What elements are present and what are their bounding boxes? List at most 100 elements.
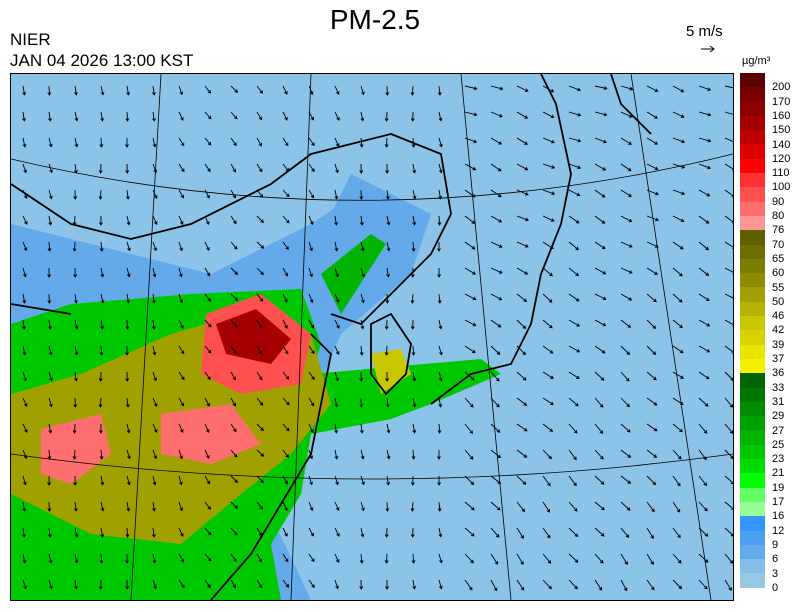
wind-arrow xyxy=(100,527,105,538)
wind-arrow xyxy=(437,215,442,226)
wind-arrow xyxy=(100,501,105,512)
wind-arrow xyxy=(360,319,365,330)
wind-arrow xyxy=(334,345,340,356)
wind-arrow xyxy=(410,527,415,538)
wind-arrow xyxy=(282,241,289,251)
wind-arrow xyxy=(516,501,525,513)
wind-arrow xyxy=(724,293,733,300)
wind-arrow xyxy=(698,475,707,487)
wind-arrow xyxy=(464,501,475,511)
wind-arrow xyxy=(490,449,502,459)
legend-bin xyxy=(740,173,765,188)
legend-label: 90 xyxy=(772,195,785,208)
wind-arrow xyxy=(178,85,184,96)
wind-arrow xyxy=(386,267,390,278)
wind-arrow xyxy=(230,553,237,563)
wind-arrow xyxy=(464,527,475,537)
wind-arrow xyxy=(230,189,236,199)
wind-arrow xyxy=(334,241,339,252)
wind-arrow xyxy=(152,267,157,278)
wind-arrow xyxy=(74,111,79,122)
wind-arrow xyxy=(152,293,156,304)
wind-arrow xyxy=(646,85,659,93)
wind-arrow xyxy=(724,319,733,327)
wind-arrow xyxy=(22,85,27,96)
wind-arrow xyxy=(334,475,339,486)
wind-arrow xyxy=(152,215,158,226)
wind-arrow xyxy=(542,215,555,222)
wind-arrow xyxy=(308,501,314,512)
wind-arrow xyxy=(490,163,502,172)
wind-arrow xyxy=(178,267,183,278)
wind-arrow xyxy=(568,163,582,170)
legend-label: 36 xyxy=(772,367,785,380)
wind-arrow xyxy=(73,397,78,408)
wind-arrow xyxy=(411,345,416,356)
wind-arrow xyxy=(204,215,210,225)
wind-arrow xyxy=(724,423,733,434)
color-legend xyxy=(740,73,765,588)
wind-arrow xyxy=(438,579,443,590)
wind-arrow xyxy=(204,527,212,536)
wind-arrow xyxy=(620,189,632,197)
wind-arrow xyxy=(464,267,477,275)
wind-arrow xyxy=(516,371,527,381)
wind-arrow xyxy=(464,241,476,250)
wind-arrow xyxy=(568,527,579,537)
wind-arrow xyxy=(308,319,314,329)
wind-arrow xyxy=(386,475,391,486)
wind-arrow xyxy=(490,501,501,511)
wind-arrow xyxy=(724,345,733,354)
wind-arrow xyxy=(385,501,390,512)
wind-arrow xyxy=(204,163,211,173)
wind-arrow xyxy=(672,241,684,250)
wind-arrow xyxy=(620,293,633,301)
wind-arrow xyxy=(178,111,184,121)
wind-arrow xyxy=(100,267,105,278)
wind-arrow xyxy=(542,423,554,432)
wind-arrow xyxy=(99,553,104,564)
wind-arrow xyxy=(646,163,659,171)
wind-arrow xyxy=(620,397,630,408)
legend-label: 100 xyxy=(772,181,791,194)
wind-arrow xyxy=(594,241,606,250)
legend-bin xyxy=(740,144,765,159)
wind-arrow xyxy=(490,527,500,538)
wind-arrow xyxy=(152,449,158,460)
wind-arrow xyxy=(48,215,53,226)
wind-arrow xyxy=(516,423,528,432)
wind-arrow xyxy=(568,215,580,224)
legend-label: 9 xyxy=(772,538,779,551)
wind-arrow xyxy=(308,267,313,278)
wind-arrow xyxy=(22,527,26,538)
wind-arrow xyxy=(385,189,390,200)
wind-arrow xyxy=(620,241,633,248)
wind-arrow xyxy=(724,241,733,249)
wind-arrow xyxy=(672,163,686,169)
wind-arrow xyxy=(308,111,314,121)
wind-arrow xyxy=(98,423,103,434)
wind-arrow xyxy=(74,85,78,96)
wind-arrow xyxy=(152,163,158,174)
wind-arrow xyxy=(230,267,239,275)
wind-arrow xyxy=(334,501,340,512)
wind-arrow xyxy=(620,423,631,433)
wind-arrow xyxy=(384,137,389,148)
wind-arrow xyxy=(178,163,185,173)
wind-arrow xyxy=(99,241,104,252)
wind-arrow xyxy=(47,527,52,538)
wind-arrow xyxy=(672,527,681,539)
wind-arrow xyxy=(47,293,52,304)
legend-label: 23 xyxy=(772,453,785,466)
wind-arrow xyxy=(724,449,733,459)
wind-arrow xyxy=(412,371,417,382)
wind-arrow xyxy=(360,475,365,486)
wind-arrow xyxy=(126,215,131,226)
wind-arrow xyxy=(568,423,578,434)
wind-arrow xyxy=(672,293,683,303)
wind-arrow xyxy=(72,241,77,252)
wind-arrow xyxy=(74,293,78,304)
wind-arrow xyxy=(568,501,578,512)
wind-arrow xyxy=(410,319,415,330)
legend-bin xyxy=(740,530,765,545)
